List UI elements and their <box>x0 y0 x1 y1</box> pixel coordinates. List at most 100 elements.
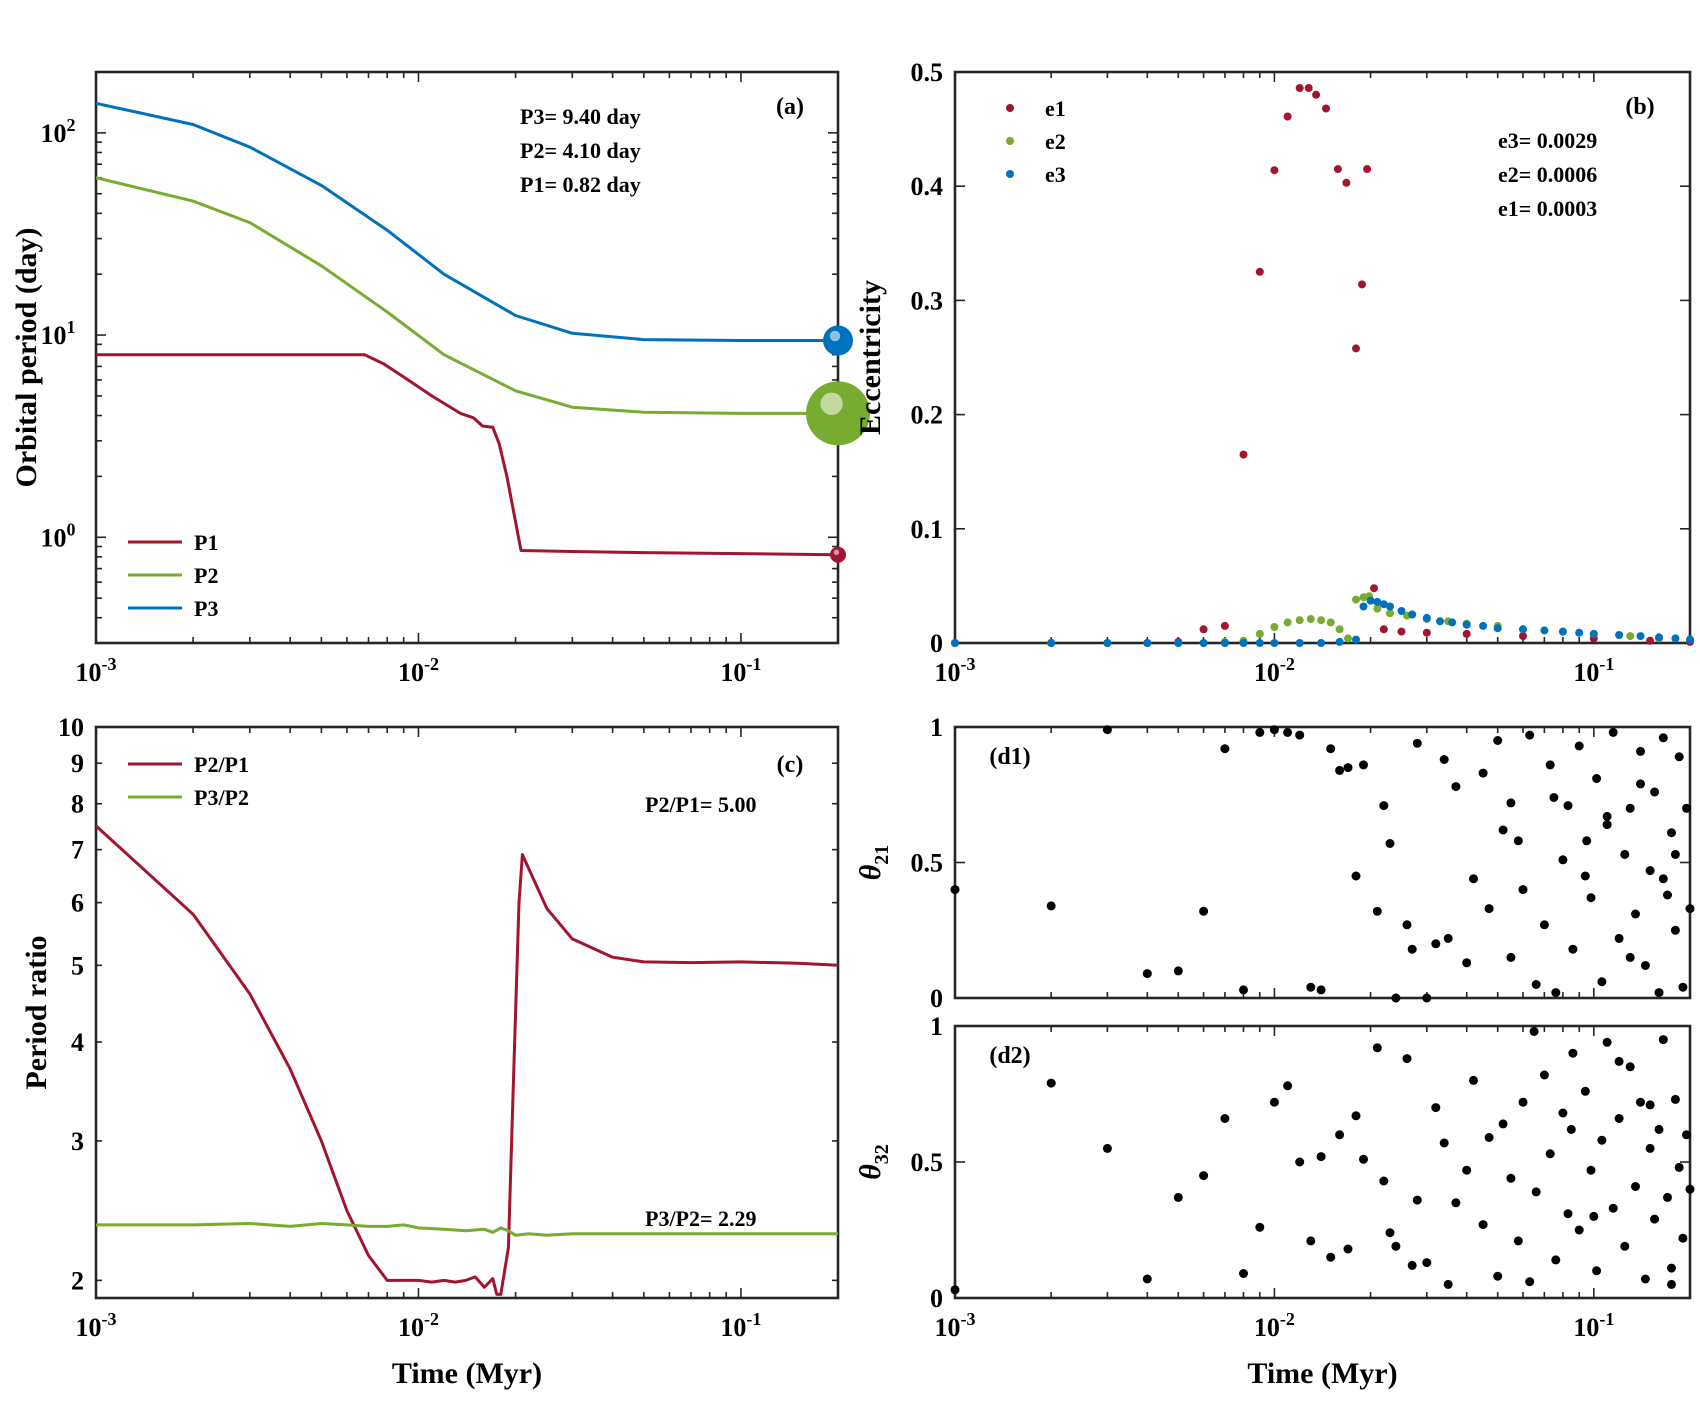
point-theta32 <box>1142 1274 1152 1284</box>
point-e3 <box>1199 639 1208 647</box>
legend-label: e1 <box>1045 96 1066 121</box>
y-tick-label: 0.4 <box>911 172 944 201</box>
point-theta32 <box>1372 1043 1382 1053</box>
point-e2 <box>1626 632 1635 641</box>
point-theta32 <box>1255 1222 1265 1232</box>
point-theta32 <box>1682 1130 1691 1140</box>
point-theta21 <box>1658 874 1668 884</box>
point-theta21 <box>1385 839 1395 848</box>
point-e3 <box>1047 639 1056 647</box>
panel-d2-theta32: 10-3 10-2 10-1 0 0.5 1 Time (Myr) θ32 (d2) <box>854 1012 1695 1390</box>
x-tick-label: 10-2 <box>398 654 439 687</box>
point-e1 <box>1333 165 1342 174</box>
point-e3 <box>1359 602 1368 611</box>
y-tick-label: 10 <box>58 713 84 742</box>
panel-c-period-ratio: 10-3 10-2 10-1 2 3 4 5 6 7 8 9 10 Time (Myr) Period r… <box>20 713 840 1390</box>
point-e3 <box>1686 635 1694 644</box>
point-theta21 <box>1625 952 1635 962</box>
panel-label: (b) <box>1625 94 1654 120</box>
point-theta21 <box>1239 985 1248 995</box>
y-tick-label: 3 <box>71 1127 84 1156</box>
panel-label: (d1) <box>989 744 1030 770</box>
point-e1 <box>1397 627 1406 636</box>
point-e1 <box>1283 112 1292 121</box>
point-theta21 <box>1407 944 1417 954</box>
point-theta21 <box>1678 982 1688 992</box>
point-theta21 <box>1402 920 1412 930</box>
panel-a-orbital-period: 10-3 10-2 10-1 100 101 102 Orbital period (day… <box>10 70 870 687</box>
point-theta32 <box>1351 1111 1361 1121</box>
point-e3 <box>1558 627 1567 636</box>
point-theta32 <box>1667 1263 1676 1273</box>
plot-frame <box>94 725 840 1300</box>
point-e1 <box>1462 629 1471 638</box>
point-e3 <box>1589 629 1598 638</box>
point-e3 <box>1373 597 1382 606</box>
legend-swatch <box>1006 104 1014 112</box>
point-theta21 <box>1443 933 1453 943</box>
point-e3 <box>1143 639 1152 647</box>
plot-frame <box>953 70 1692 645</box>
point-theta21 <box>1478 768 1488 778</box>
point-theta32 <box>1640 1274 1650 1284</box>
plot-frame <box>953 1024 1692 1300</box>
point-theta32 <box>1439 1138 1449 1148</box>
point-theta32 <box>1469 1075 1478 1085</box>
point-theta21 <box>1359 760 1368 770</box>
point-theta32 <box>1316 1152 1326 1162</box>
legend-swatch <box>1006 137 1014 145</box>
point-theta21 <box>1283 727 1293 737</box>
point-theta32 <box>1506 1173 1516 1183</box>
point-theta21 <box>1602 811 1612 821</box>
point-e3 <box>1448 618 1457 627</box>
y-tick-label: 5 <box>71 951 84 980</box>
point-e2 <box>1352 595 1360 604</box>
point-e1 <box>1295 84 1304 92</box>
point-e3 <box>1615 631 1624 639</box>
point-theta21 <box>1518 885 1528 895</box>
point-theta21 <box>1046 901 1056 911</box>
y-tick-label: 1 <box>930 1012 943 1041</box>
point-theta21 <box>1674 752 1684 762</box>
point-theta21 <box>1636 746 1645 756</box>
point-theta32 <box>1667 1279 1676 1289</box>
series-p2 <box>95 176 838 415</box>
point-e3 <box>1540 626 1549 635</box>
point-e1 <box>1363 165 1372 174</box>
y-axis-label: Period ratio <box>20 935 53 1089</box>
point-theta32 <box>1283 1081 1293 1091</box>
x-tick-label: 10-1 <box>720 1309 761 1342</box>
annotation: e2= 0.0006 <box>1498 162 1597 187</box>
planet-marker-p1 <box>830 546 846 563</box>
point-e3 <box>1655 633 1663 642</box>
point-theta32 <box>1295 1157 1305 1167</box>
point-theta32 <box>1385 1228 1395 1238</box>
plot-frame <box>94 70 840 645</box>
point-theta32 <box>1443 1279 1453 1289</box>
point-theta32 <box>1663 1192 1672 1202</box>
legend-label: e3 <box>1045 162 1066 187</box>
legend-label: P3/P2 <box>194 785 249 810</box>
point-e2 <box>1373 604 1382 613</box>
y-tick-label: 0 <box>930 629 943 658</box>
point-theta32 <box>1513 1236 1523 1246</box>
point-e3 <box>1174 639 1183 647</box>
point-theta32 <box>1102 1143 1112 1153</box>
point-theta21 <box>1631 909 1640 919</box>
point-theta32 <box>1580 1086 1590 1096</box>
point-e1 <box>1322 104 1330 113</box>
point-theta21 <box>1220 744 1230 754</box>
y-tick-label: 1 <box>930 713 943 742</box>
legend-label: P1 <box>194 530 218 555</box>
y-tick-label: 0.5 <box>911 849 944 878</box>
point-theta32 <box>1670 1094 1680 1104</box>
point-theta21 <box>1568 944 1578 954</box>
point-theta32 <box>1326 1252 1336 1262</box>
point-theta32 <box>1407 1260 1417 1270</box>
y-tick-label: 8 <box>71 790 84 819</box>
point-e1 <box>1358 280 1366 289</box>
point-theta32 <box>1620 1241 1630 1251</box>
y-tick-label: 0 <box>930 984 943 1013</box>
x-tick-label: 10-3 <box>76 1309 117 1342</box>
point-theta21 <box>1602 820 1612 830</box>
